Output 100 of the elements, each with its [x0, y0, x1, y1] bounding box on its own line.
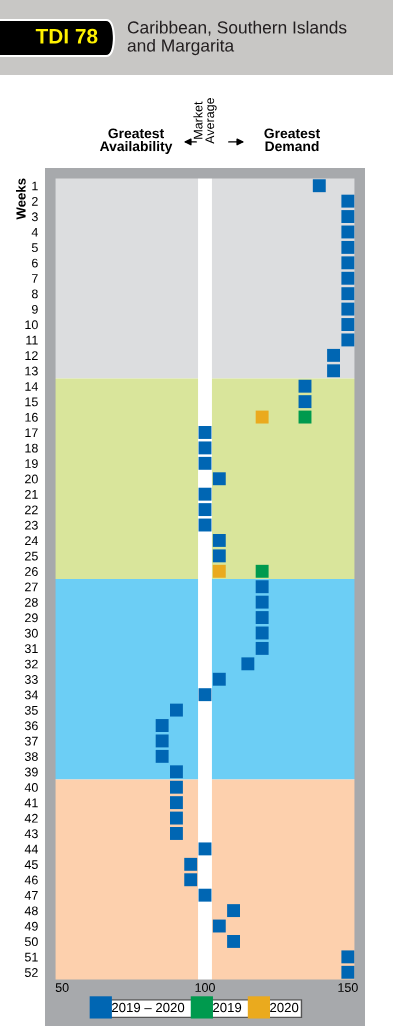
point: [298, 410, 312, 424]
point: [169, 703, 183, 717]
point: [227, 934, 241, 948]
chart-subtitle: TDI 78: [35, 28, 98, 44]
y-tick-label: 36: [24, 721, 38, 731]
point: [212, 472, 226, 486]
point: [341, 256, 355, 270]
point: [327, 364, 341, 378]
y-tick-label: 26: [25, 567, 38, 576]
y-tick-label: 37: [24, 736, 38, 746]
y-tick-label: 39: [24, 767, 38, 777]
y-tick-label: 32: [24, 659, 38, 669]
point: [198, 426, 212, 439]
y-tick-label: 27: [25, 582, 38, 592]
y-tick-label: 14: [25, 382, 38, 391]
y-tick-label: 18: [25, 443, 38, 453]
point: [312, 179, 326, 193]
point: [169, 765, 183, 779]
point: [327, 348, 341, 362]
legend-label: 2019: [213, 1002, 242, 1013]
point: [341, 240, 355, 254]
point: [184, 873, 198, 887]
point: [198, 487, 212, 501]
y-tick-label: 44: [24, 844, 38, 854]
y-tick-label: 21: [25, 489, 38, 499]
y-tick-label: 47: [24, 891, 38, 900]
point: [198, 456, 212, 470]
y-tick-label: 25: [25, 551, 38, 561]
point: [255, 611, 269, 625]
x-tick-label: 50: [55, 983, 69, 992]
y-tick-label: 42: [24, 813, 38, 823]
point: [341, 287, 355, 301]
y-tick-label: 35: [24, 705, 38, 715]
y-tick-label: 24: [25, 536, 38, 545]
point: [198, 688, 212, 702]
point: [341, 950, 355, 964]
point: [212, 672, 226, 686]
y-tick-label: 29: [25, 613, 38, 623]
point: [241, 657, 255, 671]
legend-label: 2020: [270, 1002, 299, 1013]
y-tick-label: 49: [24, 921, 38, 931]
point: [169, 827, 183, 840]
y-tick-label: 3: [31, 212, 38, 222]
y-tick-label: 17: [25, 428, 38, 438]
y-tick-label: 9: [31, 304, 38, 314]
point: [341, 225, 355, 239]
y-tick-label: 1: [32, 181, 38, 191]
point: [255, 641, 269, 655]
y-tick-label: 16: [25, 412, 38, 422]
point: [227, 904, 241, 918]
point: [155, 734, 169, 748]
point: [341, 302, 355, 316]
point: [155, 749, 169, 763]
y-tick-label: 52: [24, 968, 38, 977]
point: [341, 333, 355, 347]
point: [184, 857, 198, 871]
point: [298, 379, 312, 393]
y-tick-label: 20: [25, 474, 38, 484]
point: [155, 719, 169, 732]
point: [169, 796, 183, 810]
y-tick-label: 7: [32, 274, 38, 283]
point: [198, 503, 212, 517]
y-tick-label: 12: [25, 351, 38, 360]
point: [341, 318, 355, 331]
point: [169, 811, 183, 825]
point: [198, 888, 212, 902]
y-tick-label: 45: [24, 860, 38, 869]
point: [212, 533, 226, 547]
y-tick-label: 15: [25, 397, 38, 407]
y-tick-label: 8: [31, 289, 38, 299]
y-tick-label: 50: [24, 937, 38, 947]
y-tick-label: 23: [25, 520, 38, 530]
y-tick-label: 13: [25, 366, 38, 376]
point: [198, 842, 212, 856]
point: [169, 780, 183, 794]
point: [298, 395, 312, 409]
y-tick-label: 38: [24, 752, 38, 762]
point: [255, 564, 269, 578]
text: Greatest Demand: [264, 128, 321, 152]
point: [255, 410, 269, 424]
point: [255, 626, 269, 640]
point: [212, 919, 226, 933]
y-tick-label: 19: [25, 459, 38, 468]
y-tick-label: 43: [24, 829, 38, 839]
y-tick-label: 4: [31, 227, 38, 237]
point: [255, 580, 269, 594]
point: [212, 564, 226, 578]
y-tick-label: 46: [24, 875, 38, 885]
point: [341, 965, 355, 979]
y-tick-label: 51: [24, 952, 38, 962]
text: Greatest Availability: [99, 128, 173, 154]
y-tick-label: 6: [32, 258, 38, 268]
y-axis-title: Weeks: [16, 178, 26, 220]
chart-title: Caribbean, Southern Islands and Margarita: [127, 20, 347, 56]
point: [212, 549, 226, 563]
y-tick-label: 48: [24, 906, 38, 916]
y-tick-label: 31: [24, 644, 38, 654]
y-tick-label: 5: [31, 243, 38, 253]
y-tick-label: 10: [25, 320, 38, 330]
x-tick-label: 100: [195, 983, 215, 992]
